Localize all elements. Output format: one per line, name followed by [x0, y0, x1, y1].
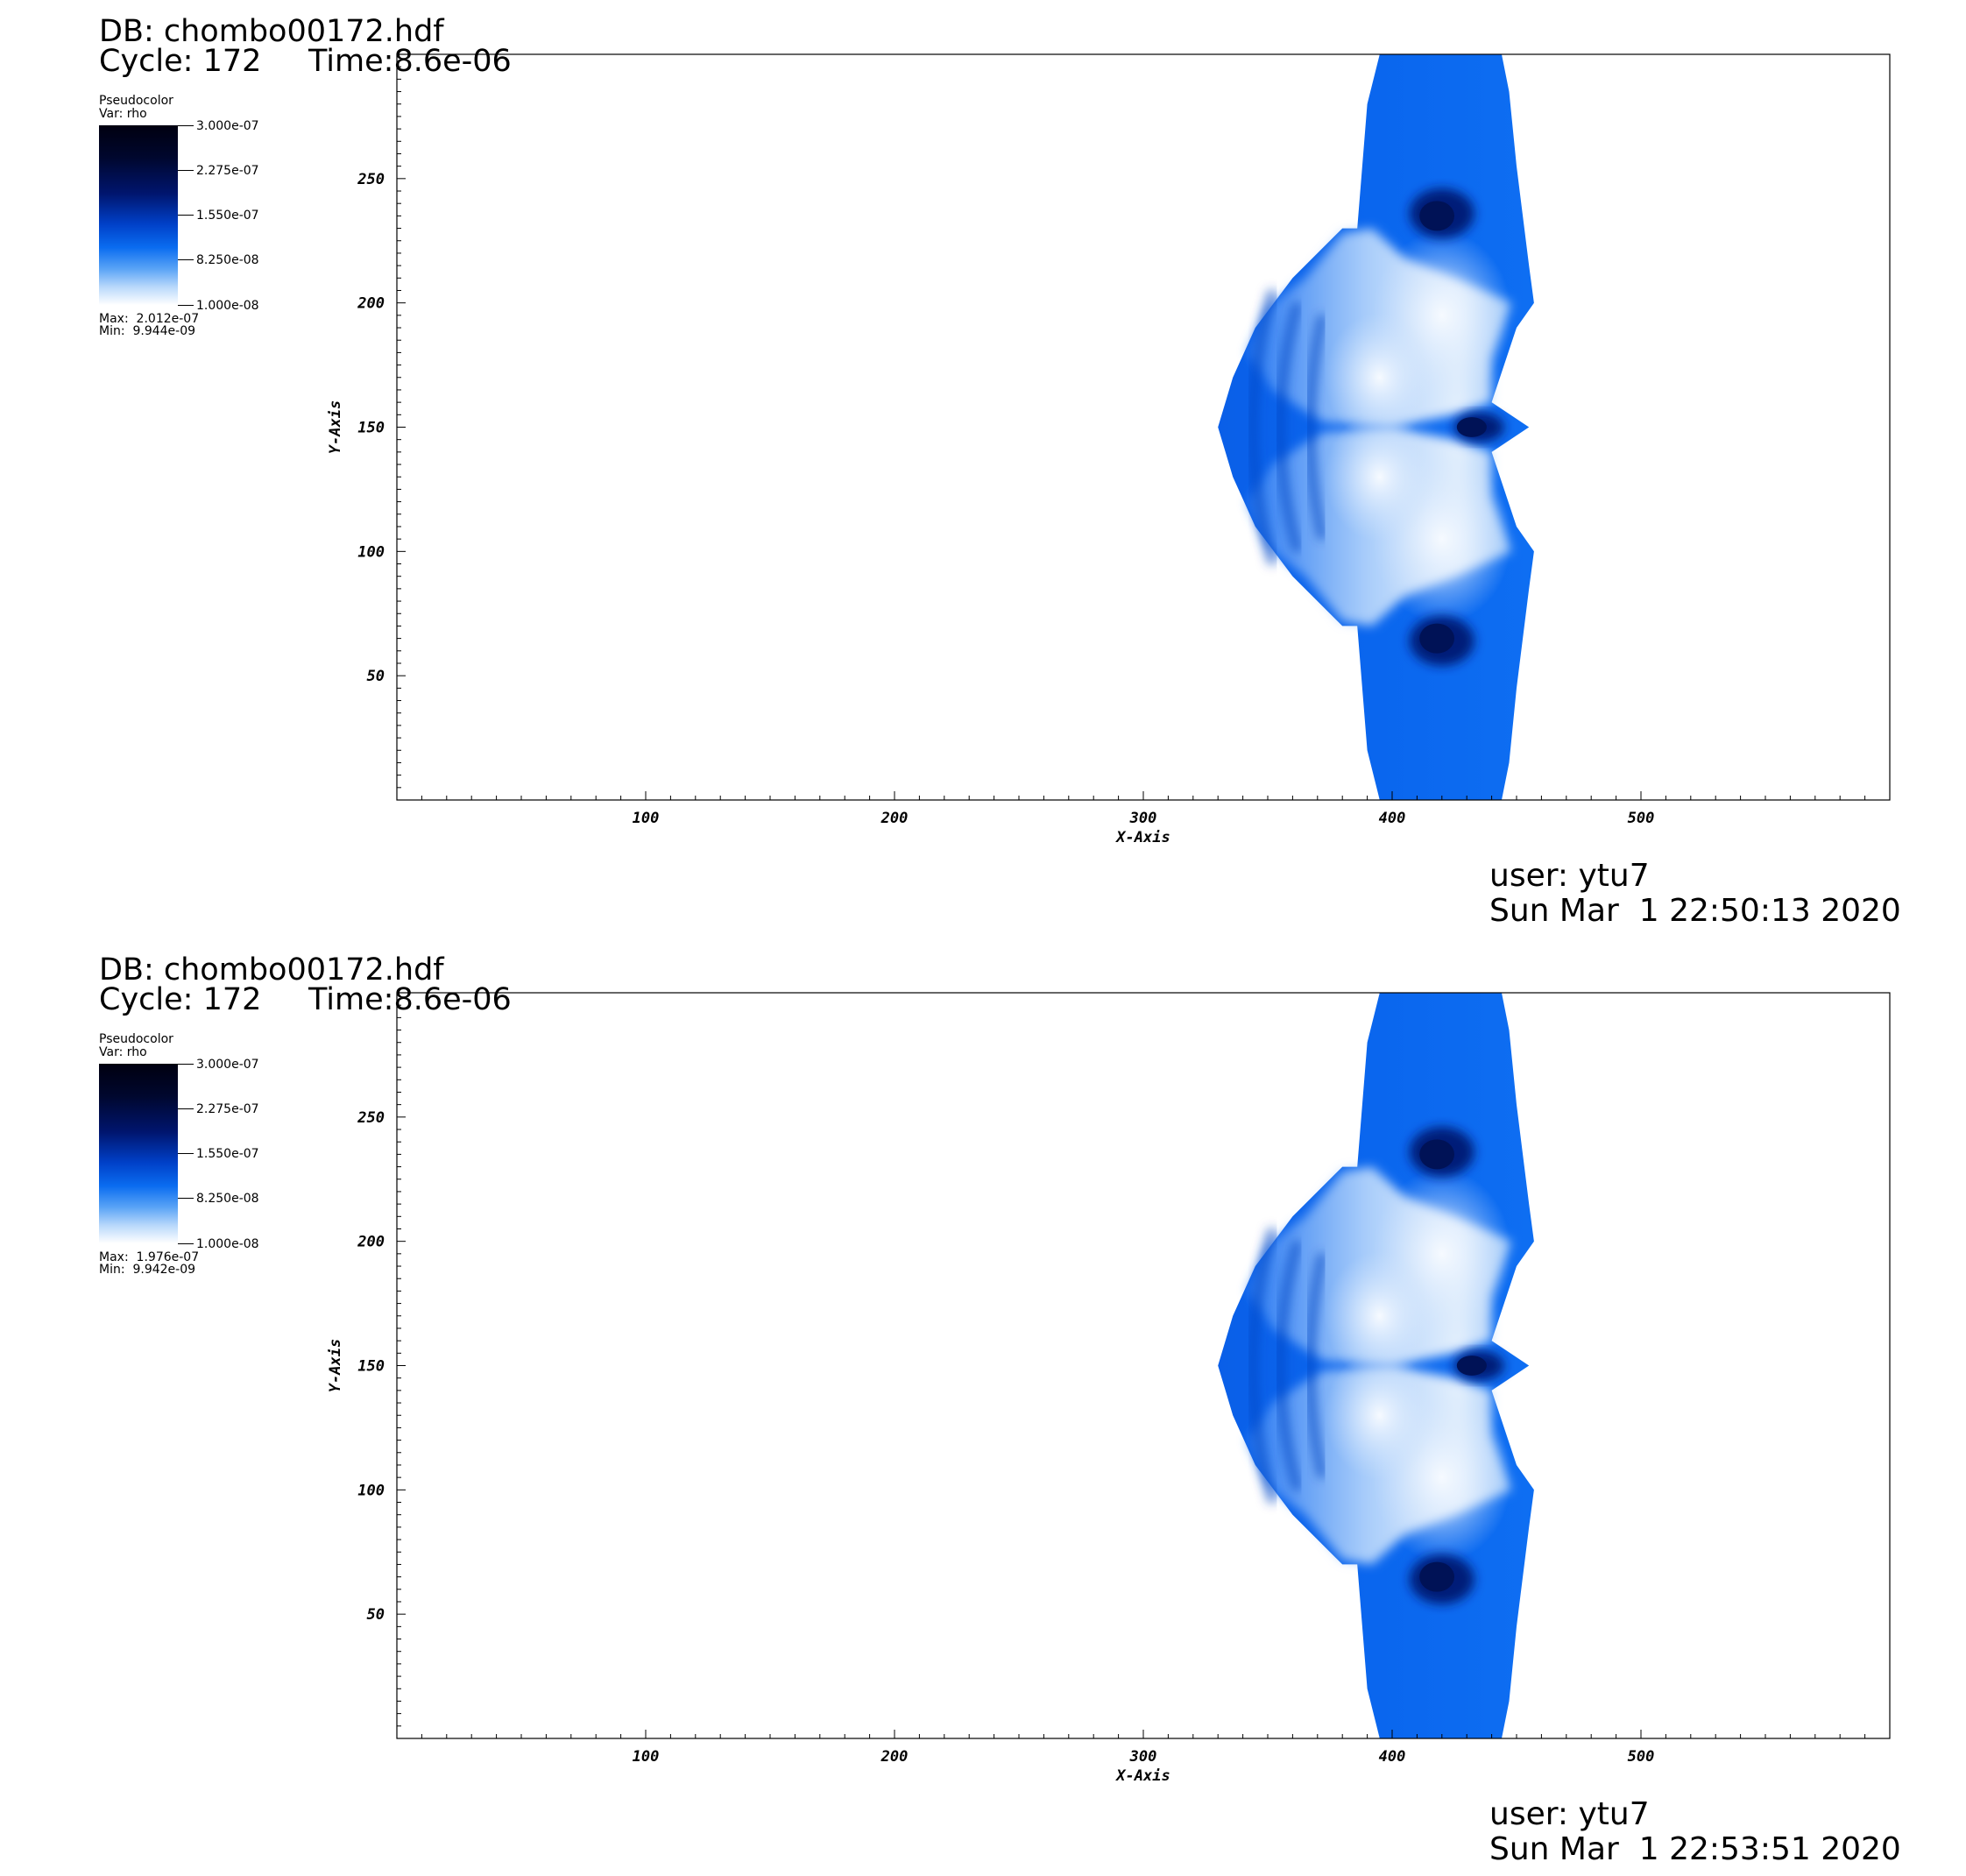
heatmap-plot: 100 200 300 400 500 50 100 150 200 250 X-Axis Y-Axi…	[327, 992, 1891, 1785]
x-axis-title: X-Axis	[1114, 829, 1170, 846]
y-tick-label: 150	[357, 1358, 385, 1376]
x-tick-label: 100	[633, 810, 660, 827]
color-bar-label: 8.250e-08	[196, 1192, 259, 1206]
y-tick-label: 50	[367, 668, 385, 685]
date-label: Sun Mar 1 22:50:13 2020	[1489, 893, 1901, 929]
shock-front-arc	[1305, 1252, 1326, 1479]
x-tick-label: 400	[1379, 810, 1406, 827]
color-bar-label: 2.275e-07	[196, 1102, 259, 1116]
vortex-center	[1456, 1356, 1487, 1376]
cycle-label: Cycle: 172	[99, 982, 262, 1017]
x-tick-label: 500	[1628, 810, 1655, 827]
y-tick-label: 150	[357, 420, 385, 437]
y-tick-label: 200	[357, 1234, 385, 1251]
color-bar-label: 1.550e-07	[196, 1147, 259, 1161]
x-tick-label: 500	[1628, 1748, 1655, 1766]
x-tick-label: 200	[880, 1748, 909, 1766]
color-bar-tick	[178, 259, 194, 260]
color-bar-tick	[178, 1108, 194, 1109]
color-bar-tick	[178, 170, 194, 171]
color-bar-tick	[178, 1153, 194, 1154]
cycle-label: Cycle: 172	[99, 44, 262, 79]
x-tick-label: 400	[1379, 1748, 1406, 1766]
legend-variable: Var: rho	[99, 1045, 147, 1059]
color-bar-label: 1.000e-08	[196, 299, 259, 313]
y-tick-label: 100	[357, 543, 385, 561]
color-bar	[99, 1064, 178, 1243]
color-bar	[99, 125, 178, 305]
x-tick-label: 100	[633, 1748, 660, 1766]
y-tick-label: 250	[357, 171, 385, 188]
vortex-center	[1419, 1561, 1454, 1592]
color-bar-label: 1.000e-08	[196, 1237, 259, 1251]
color-bar-label: 2.275e-07	[196, 164, 259, 178]
y-tick-label: 100	[357, 1482, 385, 1499]
x-tick-label: 200	[880, 810, 909, 827]
y-tick-label: 200	[357, 295, 385, 313]
vortex-center	[1456, 417, 1487, 437]
legend-variable: Var: rho	[99, 107, 147, 121]
user-label: user: ytu7	[1489, 1796, 1650, 1832]
vortex-center	[1419, 201, 1454, 231]
color-bar-tick	[178, 1198, 194, 1199]
density-field	[1218, 993, 1534, 1738]
legend-max: Max: 2.012e-07	[99, 312, 200, 326]
x-axis-title: X-Axis	[1114, 1767, 1170, 1785]
color-bar-label: 1.550e-07	[196, 209, 259, 223]
shock-front-arc	[1248, 1228, 1277, 1504]
plot-panel-2: DB: chombo00172.hdf Cycle: 172 Time:8.6e…	[0, 938, 1966, 1876]
legend-title: Pseudocolor	[99, 1032, 173, 1046]
x-tick-label: 300	[1129, 810, 1157, 827]
vortex-center	[1419, 623, 1454, 654]
y-tick-label: 250	[357, 1109, 385, 1127]
legend-title: Pseudocolor	[99, 94, 173, 108]
color-bar-label: 3.000e-07	[196, 119, 259, 133]
legend-min: Min: 9.942e-09	[99, 1263, 196, 1277]
date-label: Sun Mar 1 22:53:51 2020	[1489, 1831, 1901, 1867]
y-axis-title: Y-Axis	[327, 1339, 344, 1392]
time-label: Time:8.6e-06	[308, 982, 512, 1017]
db-label: DB: chombo00172.hdf	[99, 952, 444, 988]
y-axis-title: Y-Axis	[327, 400, 344, 454]
heatmap-plot: 100 200 300 400 500 50 100 150 200 250 X-Axis Y-Axi…	[327, 53, 1891, 846]
low-density-region	[1325, 1251, 1435, 1381]
density-field	[1218, 54, 1534, 800]
plot-panel-1: DB: chombo00172.hdf Cycle: 172 Time:8.6e…	[99, 14, 1901, 929]
shock-front-arc	[1248, 289, 1277, 565]
color-bar-tick	[178, 125, 194, 126]
db-label: DB: chombo00172.hdf	[99, 14, 444, 49]
plot-frame	[396, 992, 1891, 1739]
low-density-region	[1325, 412, 1435, 542]
color-bar-tick	[178, 215, 194, 216]
time-label: Time:8.6e-06	[308, 44, 512, 79]
color-bar-tick	[178, 1064, 194, 1065]
legend-min: Min: 9.944e-09	[99, 324, 196, 338]
plot-frame	[396, 53, 1891, 801]
y-tick-label: 50	[367, 1606, 385, 1624]
color-bar-label: 8.250e-08	[196, 253, 259, 267]
color-bar-tick	[178, 1243, 194, 1244]
shock-front-arc	[1305, 314, 1326, 541]
color-bar-tick	[178, 305, 194, 306]
shock-front-arc	[1276, 1240, 1302, 1491]
shock-front-arc	[1276, 301, 1302, 553]
x-tick-label: 300	[1129, 1748, 1157, 1766]
vortex-center	[1419, 1139, 1454, 1170]
low-density-region	[1325, 313, 1435, 442]
legend-max: Max: 1.976e-07	[99, 1250, 200, 1264]
color-bar-label: 3.000e-07	[196, 1058, 259, 1072]
user-label: user: ytu7	[1489, 858, 1650, 894]
low-density-region	[1325, 1350, 1435, 1480]
